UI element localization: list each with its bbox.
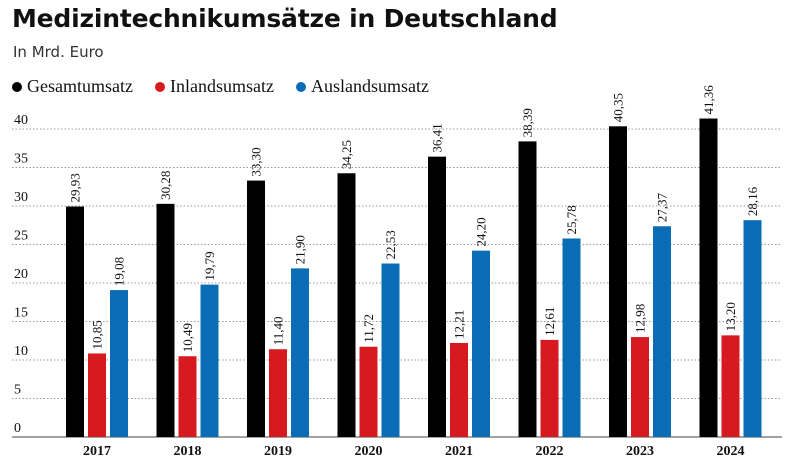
data-label: 11,72 [361,314,376,343]
legend: Gesamtumsatz Inlandsumsatz Auslandsumsat… [12,76,451,97]
data-label: 34,25 [339,140,354,169]
bar [381,263,400,437]
bar [653,226,671,437]
bar [269,349,287,437]
x-tick-label: 2017 [83,444,111,459]
data-label: 41,36 [701,85,716,115]
y-tick-label: 10 [14,344,28,359]
bar [200,284,219,437]
data-label: 19,79 [202,251,217,280]
bar [631,337,649,437]
bar [540,339,559,437]
x-tick-label: 2024 [717,444,745,459]
x-tick-label: 2018 [174,444,202,459]
bar [721,335,740,437]
data-label: 27,37 [655,193,670,223]
legend-item-auslandsumsatz: Auslandsumsatz [295,76,429,97]
y-tick-label: 30 [14,190,28,205]
bar [428,156,446,437]
data-label: 30,28 [158,171,173,200]
data-label: 22,53 [383,230,398,259]
legend-dot-black [12,81,22,92]
chart-subtitle: In Mrd. Euro [13,43,104,61]
y-tick-label: 0 [14,421,21,436]
data-label: 28,16 [745,186,760,216]
data-label: 21,90 [293,235,308,264]
data-label: 11,40 [271,316,286,345]
bar [110,290,128,437]
data-label: 25,78 [564,205,579,234]
y-tick-label: 5 [14,383,21,398]
bar [178,356,197,437]
data-label: 12,98 [633,304,648,333]
x-tick-label: 2022 [536,444,564,459]
bar [472,250,490,437]
legend-label: Inlandsumsatz [169,76,274,96]
bar [88,353,106,437]
legend-dot-blue [295,81,306,92]
bar [291,268,309,437]
data-label: 10,49 [180,323,195,352]
legend-item-inlandsumsatz: Inlandsumsatz [154,76,274,97]
legend-item-gesamtumsatz: Gesamtumsatz [12,76,133,97]
x-tick-label: 2019 [264,444,292,459]
bar [66,206,84,437]
legend-dot-red [154,81,165,92]
data-label: 33,30 [249,147,264,176]
bar [337,173,356,437]
y-tick-label: 15 [14,306,28,321]
data-label: 19,08 [112,257,127,286]
bar [562,238,581,437]
bar [609,126,627,438]
data-label: 13,20 [723,302,738,331]
y-tick-label: 40 [14,113,28,128]
data-label: 10,85 [90,320,105,349]
y-tick-label: 25 [14,229,28,244]
bar [247,180,265,437]
data-label: 24,20 [474,217,489,246]
chart-title: Medizintechnikumsätze in Deutschland [12,4,558,33]
data-label: 36,41 [430,123,445,152]
data-label: 38,39 [520,108,535,137]
data-label: 12,61 [542,307,557,336]
bar [450,342,468,437]
bar [359,346,378,437]
data-label: 12,21 [452,310,467,339]
y-tick-label: 20 [14,267,28,282]
x-tick-label: 2020 [355,444,383,459]
bar [699,118,718,437]
legend-label: Auslandsumsatz [310,76,429,96]
x-tick-label: 2023 [626,444,654,459]
data-label: 40,35 [611,93,626,122]
x-tick-label: 2021 [445,444,473,459]
bar [518,141,537,437]
bar [743,220,762,437]
y-tick-label: 35 [14,152,28,167]
data-label: 29,93 [68,173,83,202]
legend-label: Gesamtumsatz [27,76,133,96]
bar [156,203,175,437]
